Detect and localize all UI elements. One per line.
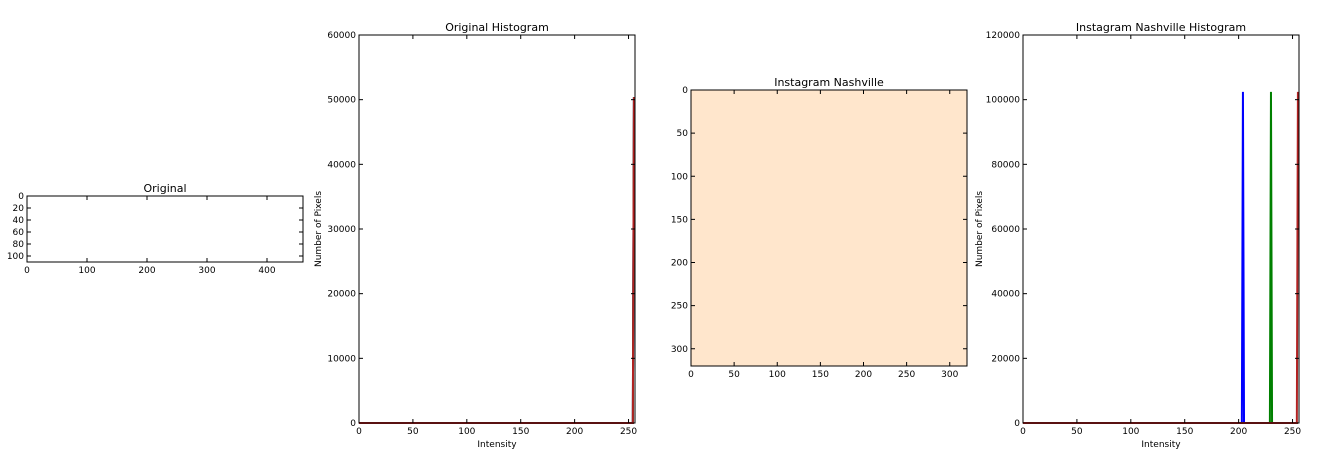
panel-nashville-histogram-frame: [1022, 34, 1300, 424]
panel-nashville-xtick-label: 300: [941, 370, 958, 380]
panel-nashville-xtick-label: 150: [812, 370, 829, 380]
panel-nashville-histogram-series-0-line: [1023, 91, 1298, 424]
panel-original-histogram-title: Original Histogram: [445, 21, 549, 34]
panel-nashville-histogram-ylabel: Number of Pixels: [975, 191, 985, 267]
panel-nashville-xtick-label: 50: [728, 370, 740, 380]
panel-nashville-ytick-label: 50: [677, 129, 689, 139]
panel-original-xtick-label: 100: [78, 266, 95, 276]
panel-original-histogram-xlabel: Intensity: [477, 440, 517, 450]
panel-nashville-histogram-ytick-label: 20000: [991, 354, 1020, 364]
panel-original-xtick-label: 200: [138, 266, 155, 276]
panel-nashville-histogram-xtick-label: 250: [1284, 427, 1301, 437]
panel-nashville-histogram-ytick-label: 60000: [991, 225, 1020, 235]
panel-original-xtick-label: 0: [24, 266, 30, 276]
panel-nashville-frame: [690, 89, 968, 367]
panel-original-histogram-series-2-line: [359, 97, 635, 424]
panel-original-histogram-ticks: 0 50 100 150 200 250 0 10000 20000 30000 40000 5000…: [327, 31, 637, 437]
panel-original-histogram-ytick-label: 40000: [327, 160, 356, 170]
panel-original-histogram-ytick-label: 10000: [327, 354, 356, 364]
panel-nashville-histogram-xtick-label: 0: [1020, 427, 1026, 437]
panel-nashville-ytick-label: 300: [671, 345, 688, 355]
panel-nashville-ytick-label: 250: [671, 302, 688, 312]
panel-original-ytick-label: 20: [13, 204, 25, 214]
panel-original-histogram-xtick-label: 150: [512, 427, 529, 437]
panel-nashville-histogram-xlabel: Intensity: [1141, 440, 1181, 450]
panel-original-histogram-ytick-label: 20000: [327, 290, 356, 300]
panel-original-ytick-label: 60: [13, 228, 25, 238]
panel-original-ytick-label: 80: [13, 240, 25, 250]
panel-original-histogram-series-1-line: [359, 97, 635, 424]
panel-nashville-histogram-series-2-line: [1023, 91, 1299, 424]
panel-original-histogram-xtick-label: 100: [458, 427, 475, 437]
panel-nashville-histogram-xtick-label: 200: [1230, 427, 1247, 437]
panel-original-histogram-ytick-label: 50000: [327, 96, 356, 106]
panel-original-xtick-label: 400: [258, 266, 275, 276]
panel-nashville-image: [691, 90, 967, 366]
panel-nashville-histogram-title: Instagram Nashville Histogram: [1076, 21, 1246, 34]
panel-original-histogram-ytick-label: 0: [350, 419, 356, 429]
panel-original-histogram: Original Histogram 0 50 100 150 200 250 0 10000…: [314, 21, 637, 450]
panel-nashville-histogram-xtick-label: 150: [1176, 427, 1193, 437]
panel-original-ytick-label: 40: [13, 216, 25, 226]
panel-nashville-histogram-ytick-label: 120000: [986, 31, 1021, 41]
panel-original-histogram-frame: [358, 34, 636, 424]
panel-nashville-histogram-ticks: 0 50 100 150 200 250 0 20000 40000 60000 80000 1000…: [986, 31, 1302, 437]
panel-original-histogram-series: [359, 97, 635, 424]
panel-original-ytick-label: 0: [18, 192, 24, 202]
panel-original-histogram-series-0-line: [359, 97, 635, 424]
panel-original-histogram-xtick-label: 250: [620, 427, 637, 437]
panel-nashville-histogram-xtick-label: 100: [1122, 427, 1139, 437]
panel-nashville: Instagram Nashville 0 50 100 150 200 250 300 0 5…: [671, 76, 968, 380]
panel-nashville-title: Instagram Nashville: [774, 76, 884, 89]
panel-original-ytick-label: 100: [7, 252, 24, 262]
panel-original-histogram-ytick-label: 30000: [327, 225, 356, 235]
panel-original-histogram-xtick-label: 0: [356, 427, 362, 437]
panel-nashville-xtick-label: 250: [898, 370, 915, 380]
panel-nashville-histogram-series-1-line: [1023, 91, 1298, 424]
panel-nashville-xtick-label: 0: [688, 370, 694, 380]
panel-nashville-histogram-ytick-label: 40000: [991, 290, 1020, 300]
panel-nashville-ytick-label: 100: [671, 172, 688, 182]
panel-nashville-histogram-xtick-label: 50: [1071, 427, 1083, 437]
panel-nashville-xtick-label: 200: [855, 370, 872, 380]
panel-nashville-ytick-label: 0: [682, 86, 688, 96]
panel-original-frame: [26, 195, 304, 263]
panel-original-histogram-ylabel: Number of Pixels: [314, 191, 324, 267]
panel-nashville-histogram-ytick-label: 100000: [986, 96, 1021, 106]
panel-nashville-histogram: Instagram Nashville Histogram 0 50 100 150 2…: [975, 21, 1301, 450]
panel-nashville-ytick-label: 200: [671, 259, 688, 269]
panel-nashville-xtick-label: 100: [769, 370, 786, 380]
panel-nashville-histogram-ytick-label: 0: [1014, 419, 1020, 429]
panel-original-image: [27, 196, 303, 262]
panel-original-xtick-label: 300: [198, 266, 215, 276]
panel-nashville-histogram-ytick-label: 80000: [991, 160, 1020, 170]
panel-nashville-ticks: 0 50 100 150 200 250 300 0 50 100 150 200 250 300: [671, 86, 967, 380]
panel-original-title: Original: [143, 182, 186, 195]
panel-original-histogram-xtick-label: 50: [407, 427, 419, 437]
panel-original-histogram-ytick-label: 60000: [327, 31, 356, 41]
panel-original-histogram-xtick-label: 200: [566, 427, 583, 437]
panel-nashville-ytick-label: 150: [671, 215, 688, 225]
panel-nashville-histogram-series: [1023, 91, 1299, 424]
